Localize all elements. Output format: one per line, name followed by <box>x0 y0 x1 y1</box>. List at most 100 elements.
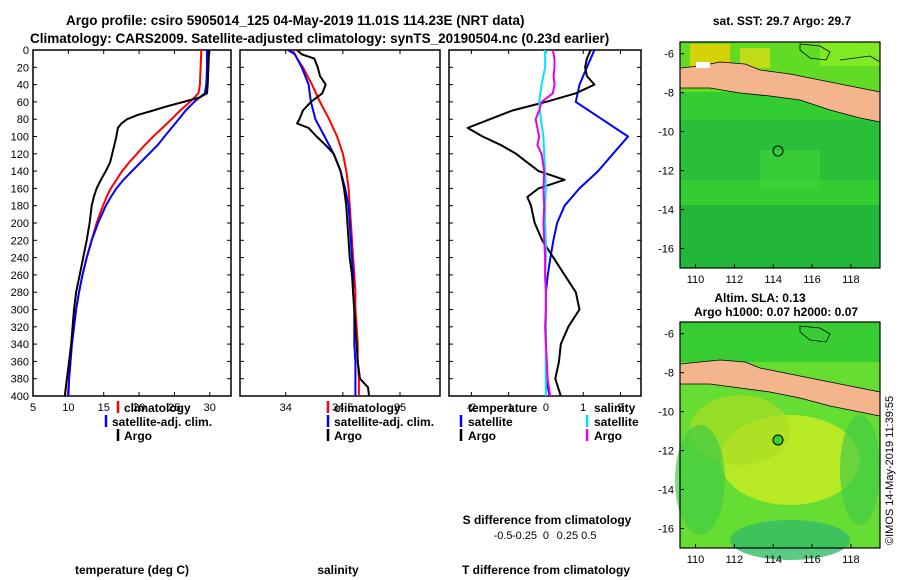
watermark: ©IMOS 14-May-2019 11:39:55 <box>884 396 896 545</box>
depth-tick-label: 120 <box>11 149 29 161</box>
legend-climatology: climatology <box>334 401 401 415</box>
difference-xlabel: T difference from climatology <box>462 563 630 577</box>
x-tick-label: 1 <box>580 402 586 414</box>
map-lat-label: -10 <box>658 127 674 139</box>
legend-t-satellite: satellite <box>468 415 513 429</box>
x-tick-label: 25 <box>168 402 180 414</box>
coastline <box>799 325 831 343</box>
salinity-lines <box>287 50 371 396</box>
salinity-legend: climatology satellite-adj. clim. Argo <box>326 401 434 443</box>
map-lat-label: -6 <box>664 329 674 341</box>
difference-lines <box>466 50 629 396</box>
series-line-climatology <box>291 50 360 396</box>
map-lon-label: 110 <box>687 274 705 286</box>
map-lon-label: 118 <box>842 274 860 286</box>
s-tick-label: -0.5 <box>494 530 513 542</box>
map-lat-label: -10 <box>658 407 674 419</box>
x-axes: 5 10 15 20 25 30 34 34.5 35 -2 -1 0 1 2 -0.5 -0.25 0 0.25… <box>30 50 624 542</box>
map-lat-label: -12 <box>658 166 674 178</box>
map-lat-label: -12 <box>658 446 674 458</box>
depth-tick-label: 180 <box>11 201 29 213</box>
sla-map-title: Altim. SLA: 0.13 <box>714 291 806 305</box>
depth-tick-label: 20 <box>17 62 29 74</box>
sst-map <box>679 41 881 269</box>
x-tick-label: -1 <box>504 402 514 414</box>
x-tick-label: 34 <box>280 402 292 414</box>
temperature-xlabel: temperature (deg C) <box>75 563 189 577</box>
series-line-satellite-adj-clim- <box>287 50 357 396</box>
depth-axis: 0 20 40 60 80 100 120 140 160 180 200 220 240 260 280 3… <box>11 45 641 403</box>
temperature-legend: climatology satellite-adj. clim. Argo <box>104 401 212 443</box>
depth-tick-label: 360 <box>11 356 29 368</box>
depth-tick-label: 100 <box>11 132 29 144</box>
depth-tick-label: 200 <box>11 218 29 230</box>
map-lon-label: 118 <box>842 554 860 566</box>
map-lon-label: 116 <box>803 554 821 566</box>
s-tick-label: 0 <box>543 530 549 542</box>
series-line-satellite-adj-clim- <box>67 50 208 396</box>
map-lat-label: -14 <box>658 205 674 217</box>
x-tick-label: 20 <box>133 402 145 414</box>
map-lat-label: -8 <box>664 88 674 100</box>
legend-s-argo: Argo <box>594 429 622 443</box>
difference-legend: temperature satellite Argo salinity sate… <box>459 401 639 443</box>
depth-tick-label: 280 <box>11 287 29 299</box>
depth-tick-label: 0 <box>23 45 29 57</box>
x-tick-label: 15 <box>98 402 110 414</box>
s-tick-label: 0.25 <box>557 530 578 542</box>
s-tick-label: 0.5 <box>581 530 596 542</box>
depth-tick-label: 400 <box>11 391 29 403</box>
series-line-t-argo <box>466 50 596 396</box>
sla-map-subtitle: Argo h1000: 0.07 h2000: 0.07 <box>694 305 858 319</box>
map-axes: -6 -8 -10 -12 -14 -16 110 112 114 116 118 -6 -8 -10 -1… <box>658 49 860 566</box>
depth-tick-label: 140 <box>11 166 29 178</box>
map-lat-label: -16 <box>658 524 674 536</box>
series-line-argo <box>63 50 211 396</box>
legend-t-argo: Argo <box>468 429 496 443</box>
sla-map <box>675 321 881 560</box>
depth-tick-label: 60 <box>17 97 29 109</box>
x-tick-label: 34.5 <box>332 402 353 414</box>
map-lon-label: 112 <box>726 274 744 286</box>
map-lat-label: -6 <box>664 49 674 61</box>
depth-tick-label: 300 <box>11 305 29 317</box>
depth-tick-label: 240 <box>11 253 29 265</box>
depth-tick-label: 340 <box>11 339 29 351</box>
map-lat-label: -16 <box>658 244 674 256</box>
legend-salinity-heading: salinity <box>594 401 636 415</box>
coastline <box>799 43 831 61</box>
x-tick-label: 5 <box>30 402 36 414</box>
x-tick-label: 0 <box>543 402 549 414</box>
map-lon-label: 110 <box>687 554 705 566</box>
figure-subtitle: Climatology: CARS2009. Satellite-adjuste… <box>30 31 609 46</box>
salinity-panel <box>239 49 441 397</box>
depth-tick-label: 160 <box>11 183 29 195</box>
x-tick-label: 30 <box>204 402 216 414</box>
legend-argo: Argo <box>334 429 362 443</box>
figure-title: Argo profile: csiro 5905014_125 04-May-2… <box>66 13 525 28</box>
difference-xlabel-top: S difference from climatology <box>463 513 632 527</box>
depth-tick-label: 80 <box>17 114 29 126</box>
map-lat-label: -8 <box>664 368 674 380</box>
x-tick-label: 2 <box>617 402 623 414</box>
map-lon-label: 114 <box>764 274 782 286</box>
sst-map-title: sat. SST: 29.7 Argo: 29.7 <box>713 14 852 28</box>
map-lon-label: 114 <box>764 554 782 566</box>
legend-temperature-heading: temperature <box>468 401 538 415</box>
series-line-argo <box>296 50 371 396</box>
temperature-lines <box>63 50 211 396</box>
series-line-s-argo <box>534 50 556 396</box>
legend-satellite: satellite-adj. clim. <box>112 415 212 429</box>
legend-argo: Argo <box>124 429 152 443</box>
s-tick-label: -0.25 <box>512 530 537 542</box>
depth-tick-label: 40 <box>17 80 29 92</box>
temperature-panel <box>32 49 232 397</box>
depth-tick-label: 320 <box>11 322 29 334</box>
legend-climatology: climatology <box>124 401 191 415</box>
depth-tick-label: 260 <box>11 270 29 282</box>
salinity-xlabel: salinity <box>317 563 359 577</box>
depth-tick-label: 220 <box>11 235 29 247</box>
coastline <box>839 55 881 63</box>
x-tick-label: 10 <box>62 402 74 414</box>
